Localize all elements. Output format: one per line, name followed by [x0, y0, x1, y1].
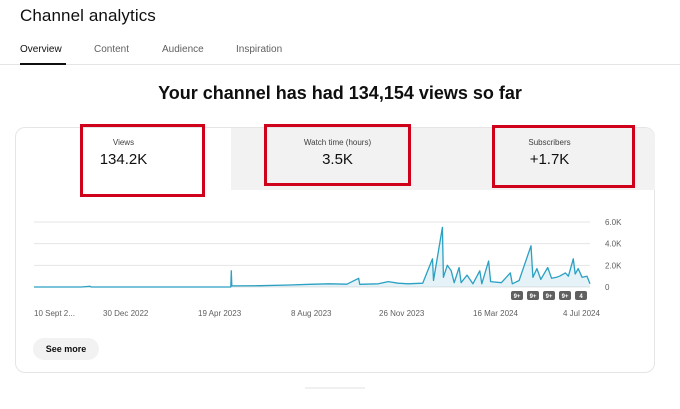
overview-card: Views 134.2K Watch time (hours) 3.5K Sub… — [15, 127, 655, 373]
x-tick-label: 19 Apr 2023 — [198, 309, 242, 318]
y-tick-label: 4.0K — [605, 240, 622, 249]
event-marker — [511, 291, 523, 300]
see-more-button[interactable]: See more — [33, 338, 99, 360]
event-marker — [559, 291, 571, 300]
x-tick-label: 30 Dec 2022 — [103, 309, 149, 318]
event-marker — [543, 291, 555, 300]
y-tick-label: 2.0K — [605, 261, 622, 270]
highlight-box-views — [80, 124, 205, 197]
x-tick-label: 26 Nov 2023 — [379, 309, 425, 318]
y-tick-label: 6.0K — [605, 218, 622, 227]
tab-overview[interactable]: Overview — [20, 44, 62, 55]
y-tick-label: 0 — [605, 283, 610, 292]
x-tick-label: 8 Aug 2023 — [291, 309, 332, 318]
metric-label-watch-time: Watch time (hours) — [303, 138, 372, 147]
active-tab-indicator — [20, 63, 66, 65]
tab-bar: Overview Content Audience Inspiration — [0, 36, 680, 65]
event-marker-label: 9+ — [562, 294, 569, 300]
views-headline: Your channel has had 134,154 views so fa… — [158, 83, 522, 103]
tab-content[interactable]: Content — [94, 44, 130, 55]
event-marker-label: 4 — [579, 294, 583, 300]
event-marker-label: 9+ — [546, 294, 553, 300]
event-marker — [527, 291, 539, 300]
views-chart: 6.0K 4.0K 2.0K 0 10 Sept 2... 30 Dec 2022 19 A… — [34, 218, 622, 318]
metric-value-watch-time: 3.5K — [322, 151, 353, 168]
highlight-box-watch-time — [264, 124, 411, 186]
x-tick-label: 16 Mar 2024 — [473, 309, 518, 318]
series-area — [34, 227, 590, 287]
page-title: Channel analytics — [20, 6, 156, 25]
metric-label-subscribers: Subscribers — [528, 138, 571, 147]
event-marker-label: 9+ — [514, 294, 521, 300]
tab-inspiration[interactable]: Inspiration — [236, 44, 283, 55]
metric-value-views: 134.2K — [99, 151, 148, 168]
metric-label-views: Views — [112, 138, 135, 147]
metric-value-subscribers: +1.7K — [529, 151, 570, 168]
event-marker — [575, 291, 587, 300]
metric-tab-views[interactable]: Views 134.2K — [16, 128, 231, 190]
x-tick-label: 4 Jul 2024 — [563, 309, 600, 318]
highlight-box-subscribers — [492, 125, 635, 188]
event-marker-label: 9+ — [530, 294, 537, 300]
series-line — [34, 226, 591, 288]
tab-audience[interactable]: Audience — [162, 44, 204, 55]
metric-tab-subscribers[interactable]: Subscribers +1.7K — [444, 128, 655, 190]
x-tick-label: 10 Sept 2... — [34, 309, 75, 318]
bottom-divider — [305, 387, 365, 389]
